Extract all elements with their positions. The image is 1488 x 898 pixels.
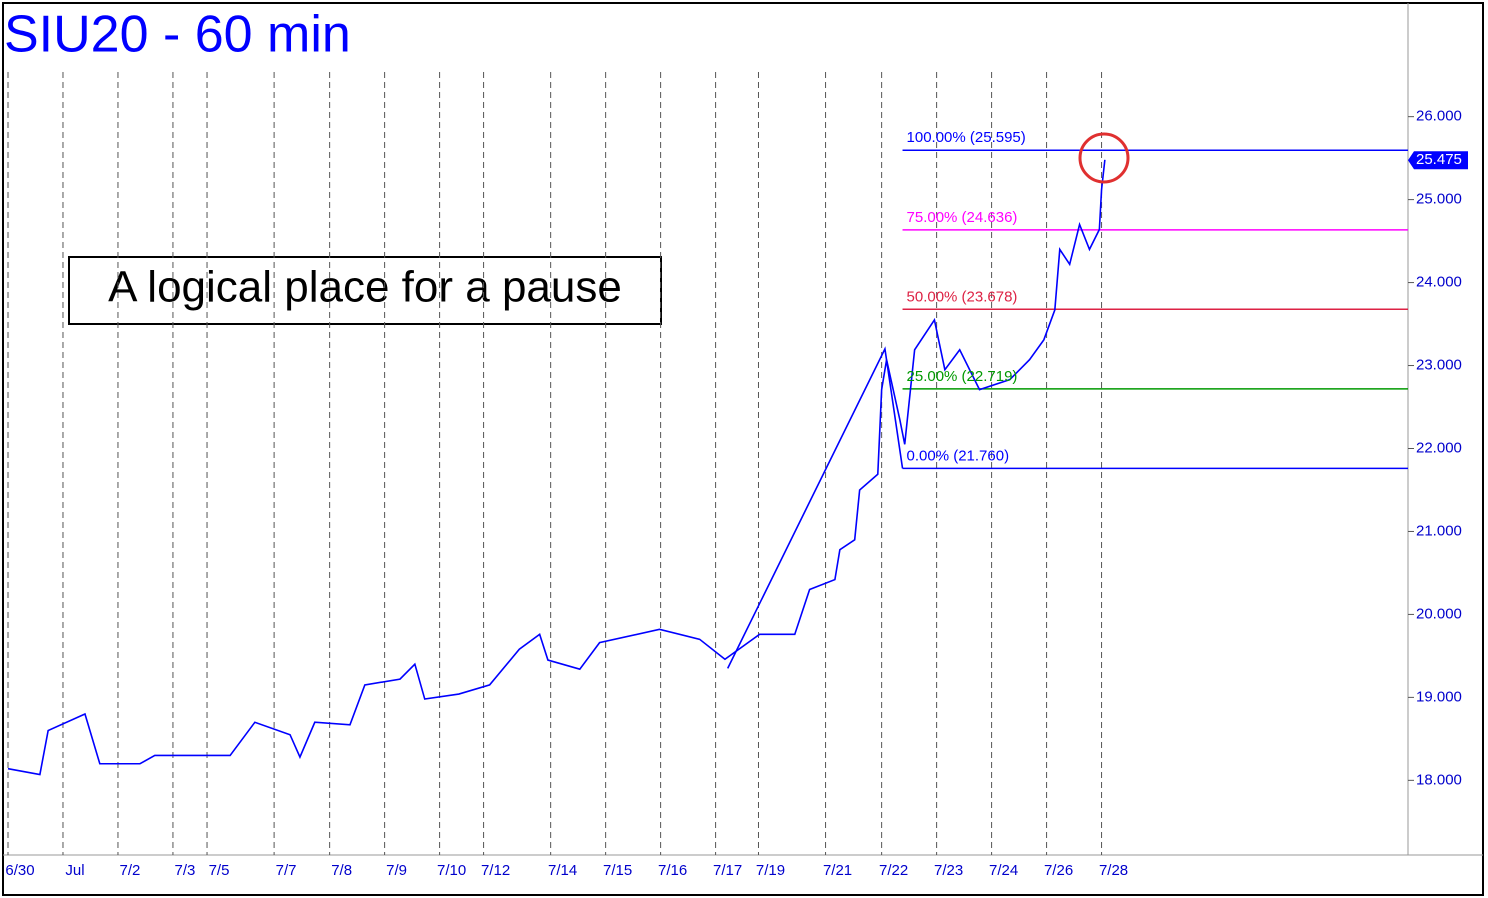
x-tick-label: 7/21 <box>823 862 852 879</box>
y-tick-label: 21.000 <box>1416 522 1462 539</box>
y-tick-label: 24.000 <box>1416 274 1462 291</box>
fib-label: 0.00% (21.760) <box>907 447 1010 464</box>
x-tick-label: 7/14 <box>548 862 577 879</box>
highlight-circle <box>1078 132 1130 184</box>
y-tick-label: 18.000 <box>1416 771 1462 788</box>
fib-label: 75.00% (24.636) <box>907 209 1018 226</box>
x-tick-label: 7/17 <box>713 862 742 879</box>
x-tick-label: Jul <box>65 862 84 879</box>
last-price-tag <box>1408 151 1468 170</box>
x-tick-label: 7/15 <box>603 862 632 879</box>
x-tick-label: 7/8 <box>331 862 352 879</box>
y-tick-label: 26.000 <box>1416 108 1462 125</box>
x-tick-label: 6/30 <box>5 862 34 879</box>
y-tick-label: 23.000 <box>1416 357 1462 374</box>
y-tick-label: 22.000 <box>1416 439 1462 456</box>
annotation-box <box>68 256 662 325</box>
y-tick-label: 25.000 <box>1416 191 1462 208</box>
x-tick-label: 7/24 <box>989 862 1018 879</box>
x-tick-label: 7/23 <box>934 862 963 879</box>
annotation: A logical place for a pause <box>108 263 622 312</box>
x-tick-label: 7/22 <box>879 862 908 879</box>
x-tick-label: 7/9 <box>386 862 407 879</box>
fib-label: 25.00% (22.719) <box>907 368 1018 385</box>
y-tick-label: 20.000 <box>1416 605 1462 622</box>
fib-label: 100.00% (25.595) <box>907 129 1026 146</box>
x-tick-label: 7/5 <box>209 862 230 879</box>
x-tick-label: 7/10 <box>437 862 466 879</box>
price-line <box>726 346 904 669</box>
x-tick-label: 7/28 <box>1099 862 1128 879</box>
x-tick-label: 7/7 <box>276 862 297 879</box>
price-line <box>7 159 1106 776</box>
x-tick-label: 7/19 <box>756 862 785 879</box>
x-tick-label: 7/26 <box>1044 862 1073 879</box>
y-tick-label: 19.000 <box>1416 688 1462 705</box>
x-tick-label: 7/3 <box>175 862 196 879</box>
x-tick-label: 7/2 <box>120 862 141 879</box>
x-tick-label: 7/16 <box>658 862 687 879</box>
chart-title: SIU20 - 60 min <box>4 6 351 64</box>
last-price-label: 25.475 <box>1416 151 1462 168</box>
fib-label: 50.00% (23.678) <box>907 288 1018 305</box>
x-tick-label: 7/12 <box>481 862 510 879</box>
